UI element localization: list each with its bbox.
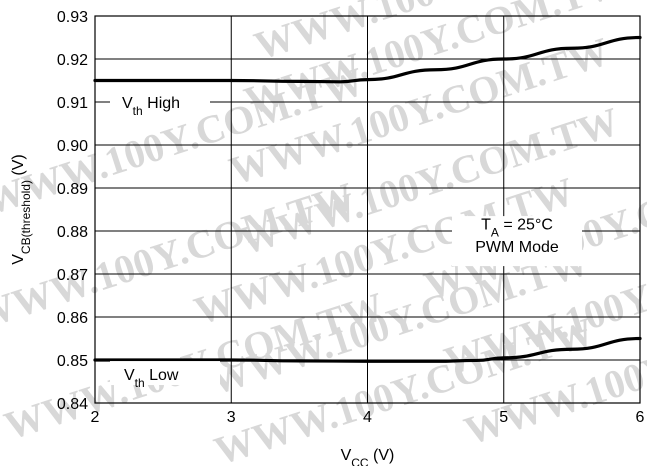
x-tick-labels: 2 3 4 5 6 xyxy=(91,409,645,426)
x-tick-label: 5 xyxy=(499,409,508,426)
label-bg xyxy=(110,361,220,386)
condition-mode: PWM Mode xyxy=(475,239,559,256)
y-tick-label: 0.84 xyxy=(57,396,88,413)
x-tick-label: 2 xyxy=(91,409,100,426)
condition-temperature: TA = 25°C xyxy=(481,217,553,240)
axis-labels: VCC (V) VCB(threshold) (V) xyxy=(10,154,394,466)
series-label-vth-high: Vth High xyxy=(122,95,180,118)
condition-bg xyxy=(452,216,582,267)
y-tick-label: 0.89 xyxy=(57,181,88,198)
y-axis-label: VCB(threshold) (V) xyxy=(10,154,33,264)
y-tick-label: 0.86 xyxy=(57,310,88,327)
x-tick-label: 4 xyxy=(363,409,372,426)
y-tick-label: 0.88 xyxy=(57,224,88,241)
series-layer xyxy=(93,35,642,363)
y-tick-label: 0.92 xyxy=(57,52,88,69)
y-tick-labels: 0.84 0.85 0.86 0.87 0.88 0.89 0.90 0.91 0.92 0.93 xyxy=(57,9,88,413)
series-line-vth-low xyxy=(93,336,642,363)
x-tick-label: 6 xyxy=(636,409,645,426)
plot-frame xyxy=(94,15,641,404)
x-axis-label: VCC (V) xyxy=(341,447,395,466)
y-tick-label: 0.93 xyxy=(57,9,88,26)
series-label-vth-low: Vth Low xyxy=(124,367,179,390)
y-tick-label: 0.90 xyxy=(57,138,88,155)
x-tick-label: 3 xyxy=(227,409,236,426)
series-line-vth-high xyxy=(93,35,642,84)
y-tick-label: 0.87 xyxy=(57,267,88,284)
label-bg xyxy=(110,89,210,113)
y-tick-label: 0.91 xyxy=(57,95,88,112)
y-tick-label: 0.85 xyxy=(57,353,88,370)
